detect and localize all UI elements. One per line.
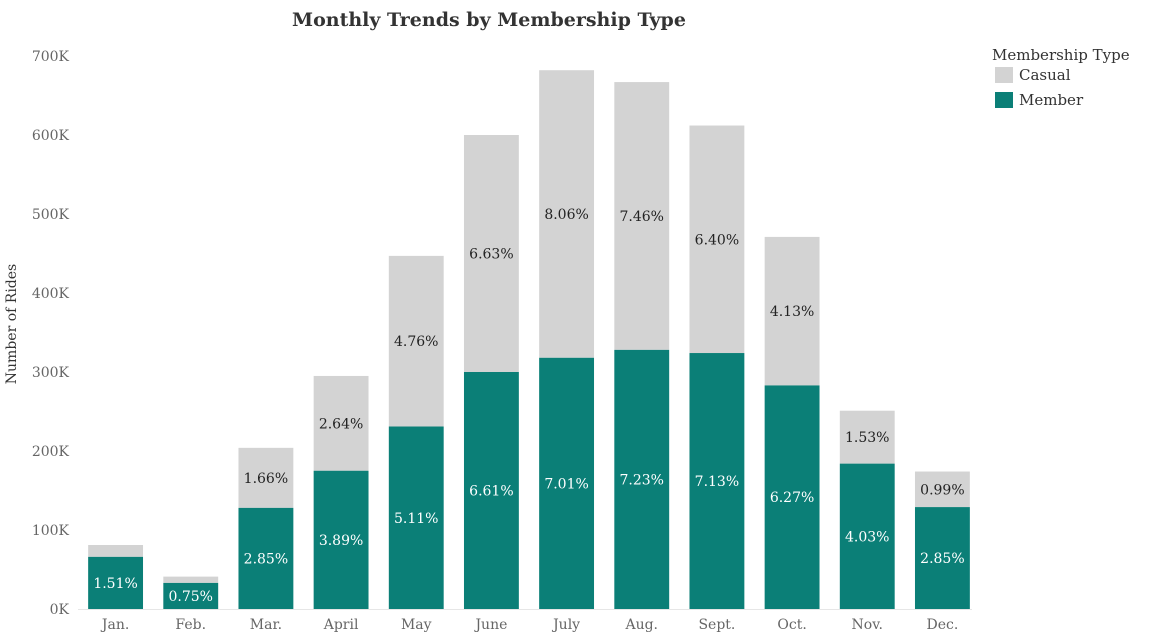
y-tick-label: 600K — [32, 128, 70, 144]
x-tick-label: Feb. — [175, 617, 206, 633]
bar-member — [88, 556, 144, 609]
data-label-casual: 2.64% — [319, 416, 363, 432]
data-label-casual: 8.06% — [544, 207, 588, 223]
data-label-casual: 1.66% — [244, 471, 288, 487]
data-label-member: 0.75% — [169, 589, 213, 605]
x-tick-label: June — [473, 617, 507, 633]
chart-title: Monthly Trends by Membership Type — [292, 9, 686, 31]
bar-member — [463, 372, 519, 609]
x-tick-label: Oct. — [777, 617, 806, 633]
data-label-member: 7.13% — [695, 474, 739, 490]
bar-casual — [764, 236, 820, 386]
x-tick-label: Aug. — [624, 617, 658, 633]
x-tick-label: April — [323, 617, 359, 633]
y-tick-label: 500K — [32, 207, 70, 223]
x-tick-label: Dec. — [927, 617, 959, 633]
x-tick-label: Mar. — [250, 617, 282, 633]
bar-member — [163, 582, 219, 609]
data-label-member: 2.85% — [920, 551, 964, 567]
legend-label-casual: Casual — [1019, 66, 1071, 84]
y-tick-label: 0K — [50, 602, 70, 618]
bar-member — [839, 463, 895, 609]
y-tick-label: 400K — [32, 286, 70, 302]
data-label-member: 7.23% — [620, 472, 664, 488]
x-tick-label: Jan. — [100, 617, 129, 633]
legend: Membership Type Casual Member — [992, 46, 1130, 109]
x-tick-label: May — [401, 617, 432, 633]
data-label-member: 7.01% — [544, 476, 588, 492]
bar-casual — [238, 447, 294, 508]
bars: 1.51% 0.75% 2.85% 1.66% 3.89% 2.64% 5.11% 4.76%… — [88, 70, 970, 609]
data-label-casual: 0.99% — [920, 482, 964, 498]
data-label-member: 1.51% — [93, 576, 137, 592]
y-tick-label: 700K — [32, 49, 70, 65]
bar-member — [388, 426, 444, 609]
y-tick-label: 200K — [32, 444, 70, 460]
bar-casual — [163, 576, 219, 583]
data-label-member: 2.85% — [244, 551, 288, 567]
bar-casual — [88, 545, 144, 557]
data-label-member: 6.27% — [770, 490, 814, 506]
data-label-member: 4.03% — [845, 529, 889, 545]
y-tick-label: 100K — [32, 523, 70, 539]
data-label-casual: 4.13% — [770, 304, 814, 320]
x-tick-label: July — [551, 617, 580, 633]
x-axis: Jan. Feb. Mar. April May June July Aug. Sept. Oct… — [100, 617, 958, 633]
y-tick-label: 300K — [32, 365, 70, 381]
bar-casual — [539, 70, 595, 358]
bar-member — [914, 507, 970, 609]
legend-swatch-casual — [995, 67, 1013, 83]
bar-casual — [689, 125, 745, 354]
bar-casual — [614, 82, 670, 350]
data-label-member: 6.61% — [469, 484, 513, 500]
bar-member — [539, 357, 595, 609]
bar-member — [238, 507, 294, 609]
data-label-member: 3.89% — [319, 533, 363, 549]
data-label-casual: 6.63% — [469, 247, 513, 263]
bar-casual — [839, 410, 895, 464]
legend-label-member: Member — [1019, 91, 1084, 109]
data-label-casual: 6.40% — [695, 232, 739, 248]
y-axis: 0K 100K 200K 300K 400K 500K 600K 700K — [32, 49, 972, 618]
bar-casual — [914, 471, 970, 508]
bar-member — [614, 349, 670, 609]
data-label-member: 5.11% — [394, 511, 438, 527]
y-axis-label: Number of Rides — [4, 264, 20, 384]
bar-member — [764, 385, 820, 609]
bar-member — [313, 470, 369, 609]
data-label-casual: 4.76% — [394, 334, 438, 350]
data-label-casual: 7.46% — [620, 209, 664, 225]
bar-casual — [388, 255, 444, 427]
x-tick-label: Sept. — [698, 617, 735, 633]
x-tick-label: Nov. — [852, 617, 883, 633]
legend-swatch-member — [995, 92, 1013, 108]
data-label-casual: 1.53% — [845, 430, 889, 446]
bar-casual — [463, 135, 519, 372]
bar-casual — [313, 375, 369, 471]
legend-title: Membership Type — [992, 46, 1130, 64]
bar-member — [689, 353, 745, 609]
